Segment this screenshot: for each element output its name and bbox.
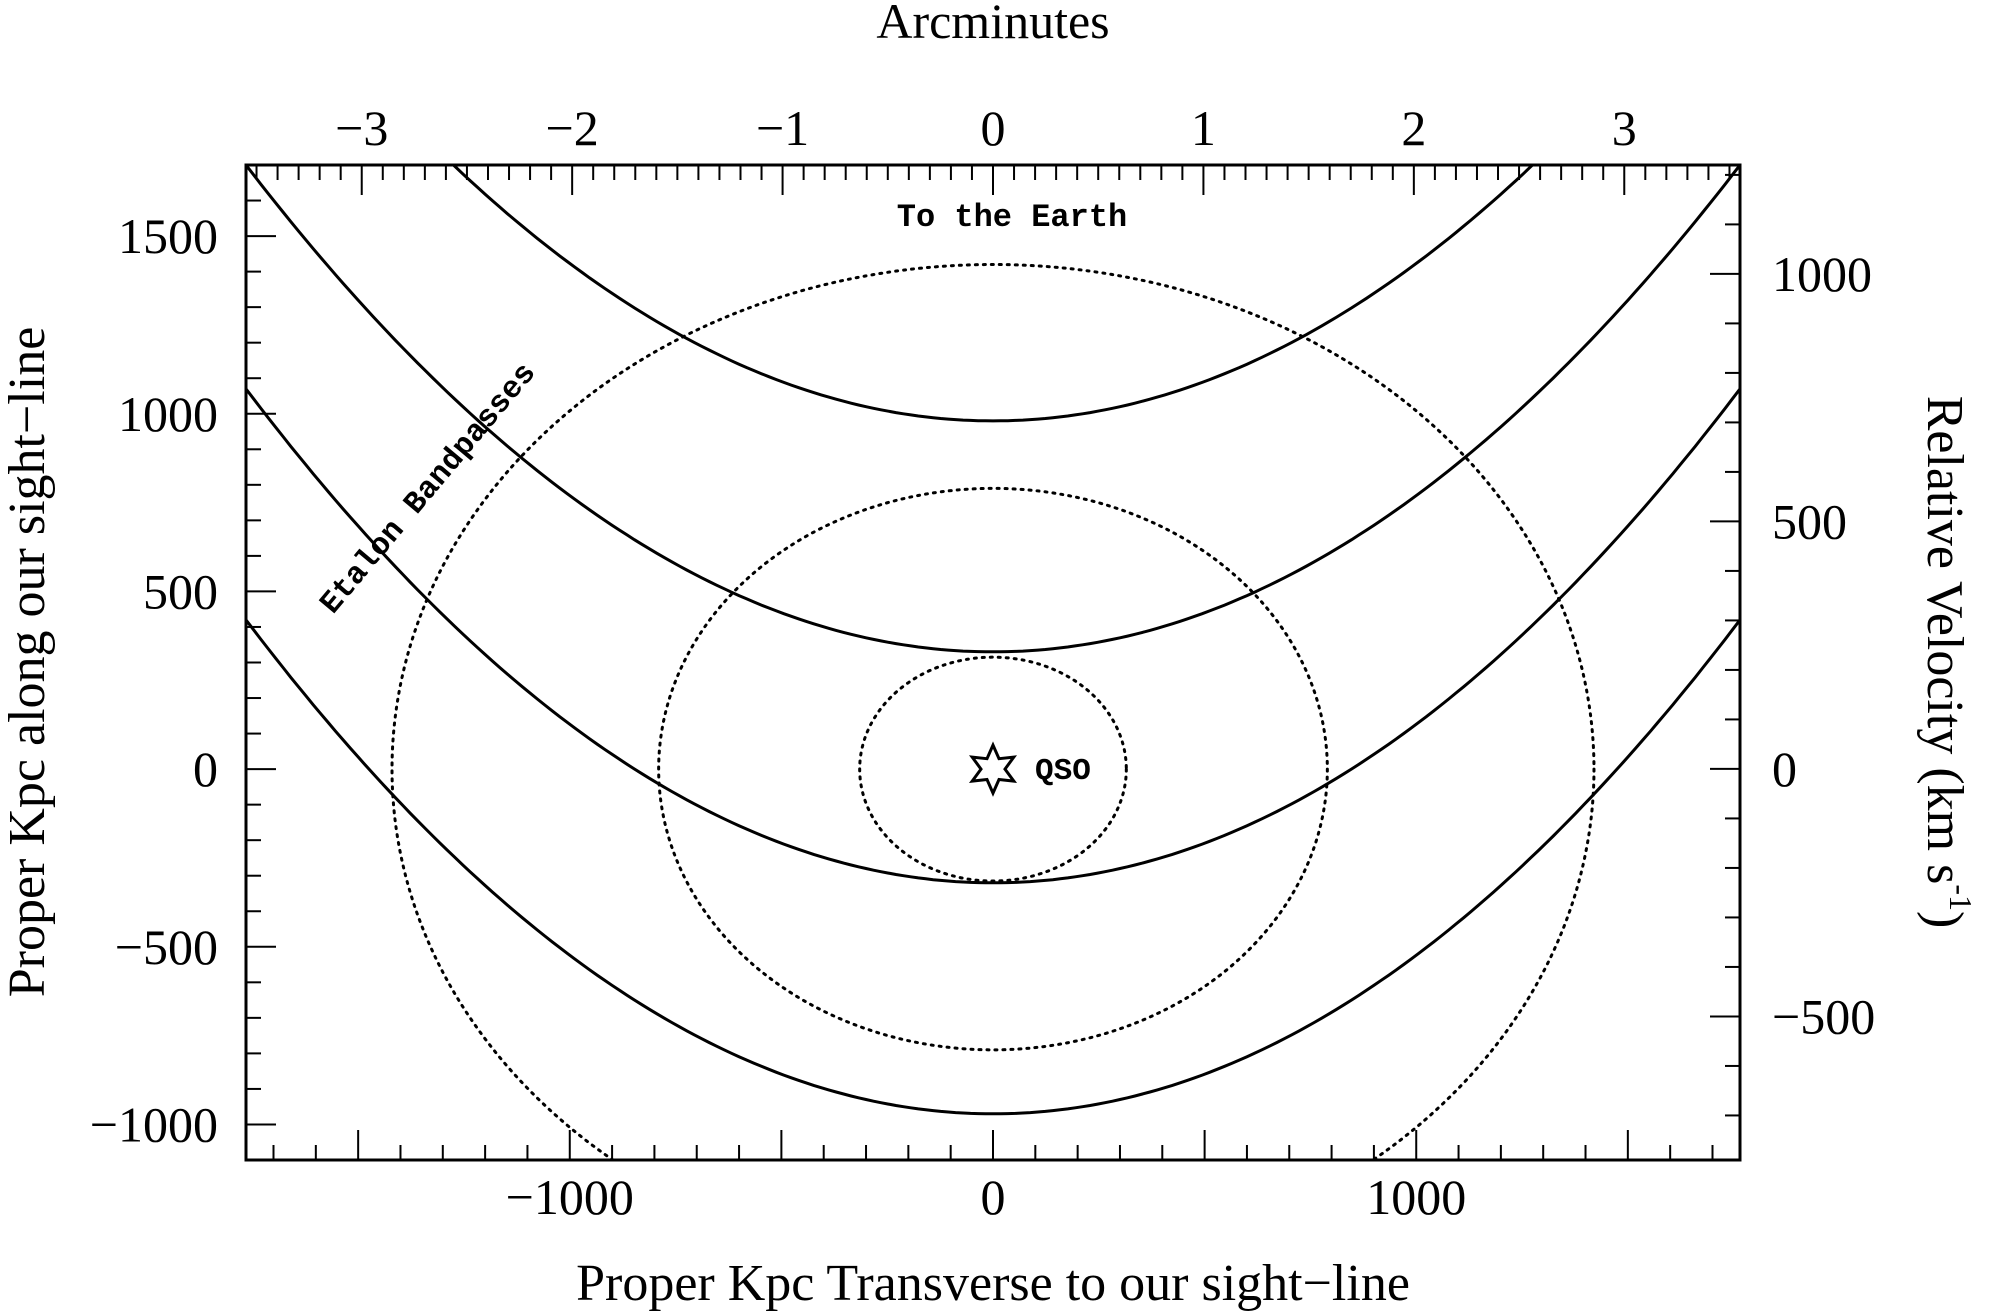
annotation-to-the-earth: To the Earth (897, 199, 1127, 236)
bandpass-curve-2 (246, 165, 1740, 654)
right-axis-title-close: ) (1916, 911, 1973, 928)
top-tick-label: −2 (546, 100, 599, 156)
right-tick-label: 0 (1772, 741, 1797, 797)
plot-frame (244, 163, 1742, 1162)
top-tick-label: 2 (1401, 100, 1426, 156)
dotted-circle-0 (858, 655, 1128, 883)
right-axis-title-main: Relative Velocity (km s (1916, 396, 1973, 885)
dotted-circle-1 (657, 486, 1329, 1052)
qso-star-icon (968, 741, 1018, 797)
bottom-tick-label: −1000 (506, 1169, 634, 1225)
left-tick-label: 500 (143, 563, 218, 619)
right-tick-label: 1000 (1772, 246, 1872, 302)
left-tick-label: 1500 (118, 208, 218, 264)
left-tick-label: −500 (115, 919, 218, 975)
top-tick-label: 0 (981, 100, 1006, 156)
bandpass-curve-1 (246, 387, 1740, 885)
bottom-tick-label: 0 (981, 1169, 1006, 1225)
annotation-qso: QSO (1035, 754, 1091, 789)
left-axis-title: Proper Kpc along our sight−line (0, 327, 56, 998)
right-tick-label: −500 (1772, 988, 1875, 1044)
right-tick-label: 500 (1772, 493, 1847, 549)
bottom-tick-label: 1000 (1366, 1169, 1466, 1225)
left-tick-label: 0 (193, 741, 218, 797)
dotted-circle-2 (390, 263, 1596, 1160)
top-tick-label: −1 (756, 100, 809, 156)
top-tick-label: 1 (1191, 100, 1216, 156)
right-axis-title: Relative Velocity (km s-1) (1916, 396, 1979, 929)
top-tick-label: −3 (335, 100, 388, 156)
right-axis-title-superscript: -1 (1943, 884, 1979, 911)
axis-ticks: −1000 0 1000 −1000 −500 0 500 1000 1500 −3 −2 −1 0 1 2… (90, 100, 1875, 1225)
x-axis-title: Proper Kpc Transverse to our sight−line (576, 1255, 1410, 1312)
annotation-etalon-bandpasses: Etalon Bandpasses (314, 357, 544, 622)
bandpass-curve-0 (246, 618, 1740, 1116)
top-tick-label: 3 (1612, 100, 1637, 156)
top-axis-title: Arcminutes (876, 0, 1109, 49)
bandpass-curve-3 (451, 165, 1535, 423)
left-tick-label: 1000 (118, 386, 218, 442)
left-tick-label: −1000 (90, 1096, 218, 1152)
plot-content (246, 165, 1740, 1160)
